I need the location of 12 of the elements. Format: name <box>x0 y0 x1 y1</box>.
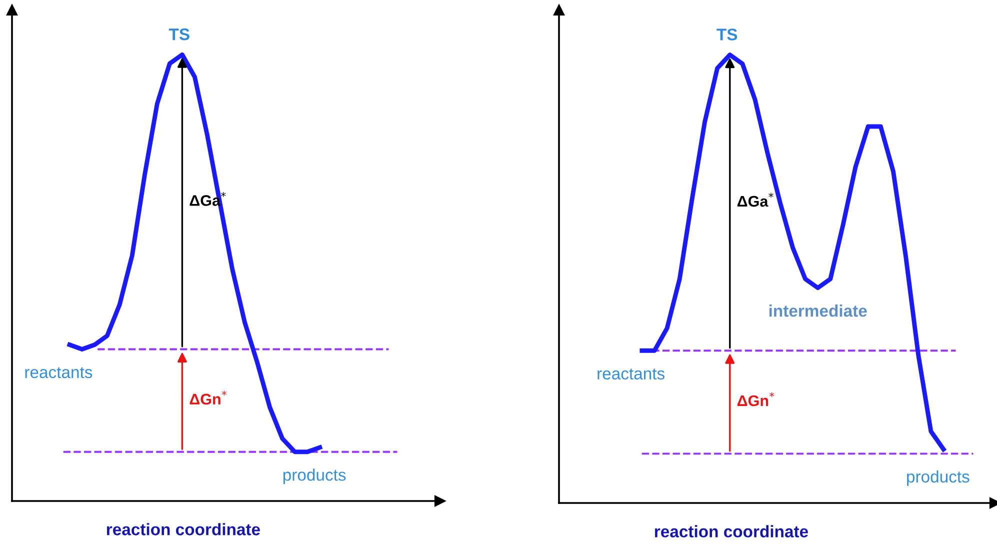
annotation: ΔGa$^{*}$ <box>737 192 774 207</box>
annotation: reactants <box>598 368 664 380</box>
annotation: products <box>283 468 346 484</box>
x-axis-title: reaction coordinate <box>654 525 808 538</box>
annotation: reactants <box>25 367 92 378</box>
annotation: products <box>907 470 970 486</box>
annotation: TS <box>716 28 738 40</box>
annotation: TS <box>168 28 190 40</box>
annotation: intermediate <box>769 304 867 317</box>
annotation: ΔGn$^{*}$ <box>737 392 774 406</box>
x-axis-title: reaction coordinate <box>106 523 260 536</box>
annotation: ΔGn$^{*}$ <box>190 390 227 405</box>
